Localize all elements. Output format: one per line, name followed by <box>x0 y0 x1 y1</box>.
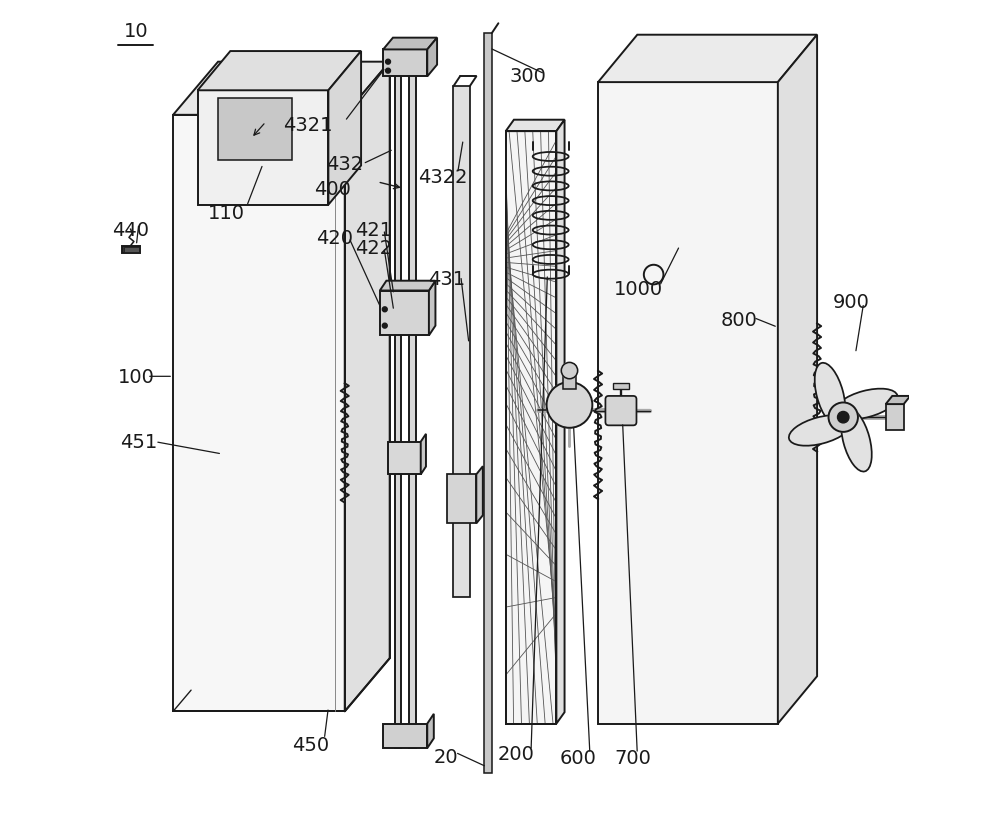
Text: 800: 800 <box>720 310 757 329</box>
Polygon shape <box>388 442 421 475</box>
Polygon shape <box>409 54 416 749</box>
Text: 451: 451 <box>120 432 157 451</box>
Polygon shape <box>173 115 345 712</box>
Bar <box>886 405 904 431</box>
Ellipse shape <box>815 364 845 426</box>
Text: 420: 420 <box>316 229 353 247</box>
Bar <box>218 99 292 161</box>
Text: 421: 421 <box>355 220 392 239</box>
Polygon shape <box>383 38 437 50</box>
Bar <box>563 371 576 389</box>
Text: 100: 100 <box>118 368 155 387</box>
Text: 110: 110 <box>208 204 245 223</box>
Polygon shape <box>427 38 437 77</box>
Polygon shape <box>198 52 361 91</box>
Polygon shape <box>380 282 435 291</box>
Ellipse shape <box>841 410 872 472</box>
Circle shape <box>386 60 390 65</box>
Polygon shape <box>476 467 483 524</box>
Ellipse shape <box>789 415 852 446</box>
Text: 440: 440 <box>112 220 149 239</box>
Circle shape <box>382 307 387 312</box>
Text: 1000: 1000 <box>614 279 663 298</box>
Polygon shape <box>345 62 390 712</box>
Polygon shape <box>198 91 328 206</box>
Bar <box>122 247 140 254</box>
Text: 200: 200 <box>498 744 535 763</box>
Polygon shape <box>173 62 390 115</box>
FancyBboxPatch shape <box>605 396 636 426</box>
Polygon shape <box>598 36 817 83</box>
Polygon shape <box>506 132 556 724</box>
Polygon shape <box>328 52 361 206</box>
Text: 700: 700 <box>614 749 651 767</box>
Polygon shape <box>383 724 427 749</box>
Polygon shape <box>429 282 435 336</box>
Polygon shape <box>506 120 565 132</box>
Text: 10: 10 <box>124 21 149 41</box>
Text: 431: 431 <box>428 269 465 288</box>
Polygon shape <box>886 396 910 405</box>
Polygon shape <box>427 714 434 749</box>
Polygon shape <box>380 291 429 336</box>
Text: 900: 900 <box>833 292 870 311</box>
Ellipse shape <box>835 389 898 419</box>
Text: 600: 600 <box>560 749 597 767</box>
Polygon shape <box>556 120 565 724</box>
Polygon shape <box>598 83 778 724</box>
Text: 300: 300 <box>509 67 546 86</box>
Circle shape <box>386 69 390 74</box>
Circle shape <box>838 412 849 423</box>
Bar <box>447 475 476 524</box>
Circle shape <box>382 324 387 328</box>
Text: 20: 20 <box>434 747 458 766</box>
Circle shape <box>547 382 592 428</box>
Text: 422: 422 <box>355 238 392 257</box>
Text: 432: 432 <box>326 155 363 174</box>
Bar <box>453 87 470 597</box>
Polygon shape <box>395 54 401 749</box>
Text: 400: 400 <box>314 179 351 199</box>
Bar <box>124 248 139 253</box>
Bar <box>484 34 492 772</box>
Circle shape <box>829 403 858 432</box>
Polygon shape <box>383 50 427 77</box>
Text: 450: 450 <box>292 735 329 753</box>
Text: 4322: 4322 <box>418 167 468 187</box>
Polygon shape <box>421 434 426 475</box>
Polygon shape <box>778 36 817 724</box>
Text: 4321: 4321 <box>283 116 333 135</box>
Bar <box>613 383 629 390</box>
Circle shape <box>561 363 578 379</box>
